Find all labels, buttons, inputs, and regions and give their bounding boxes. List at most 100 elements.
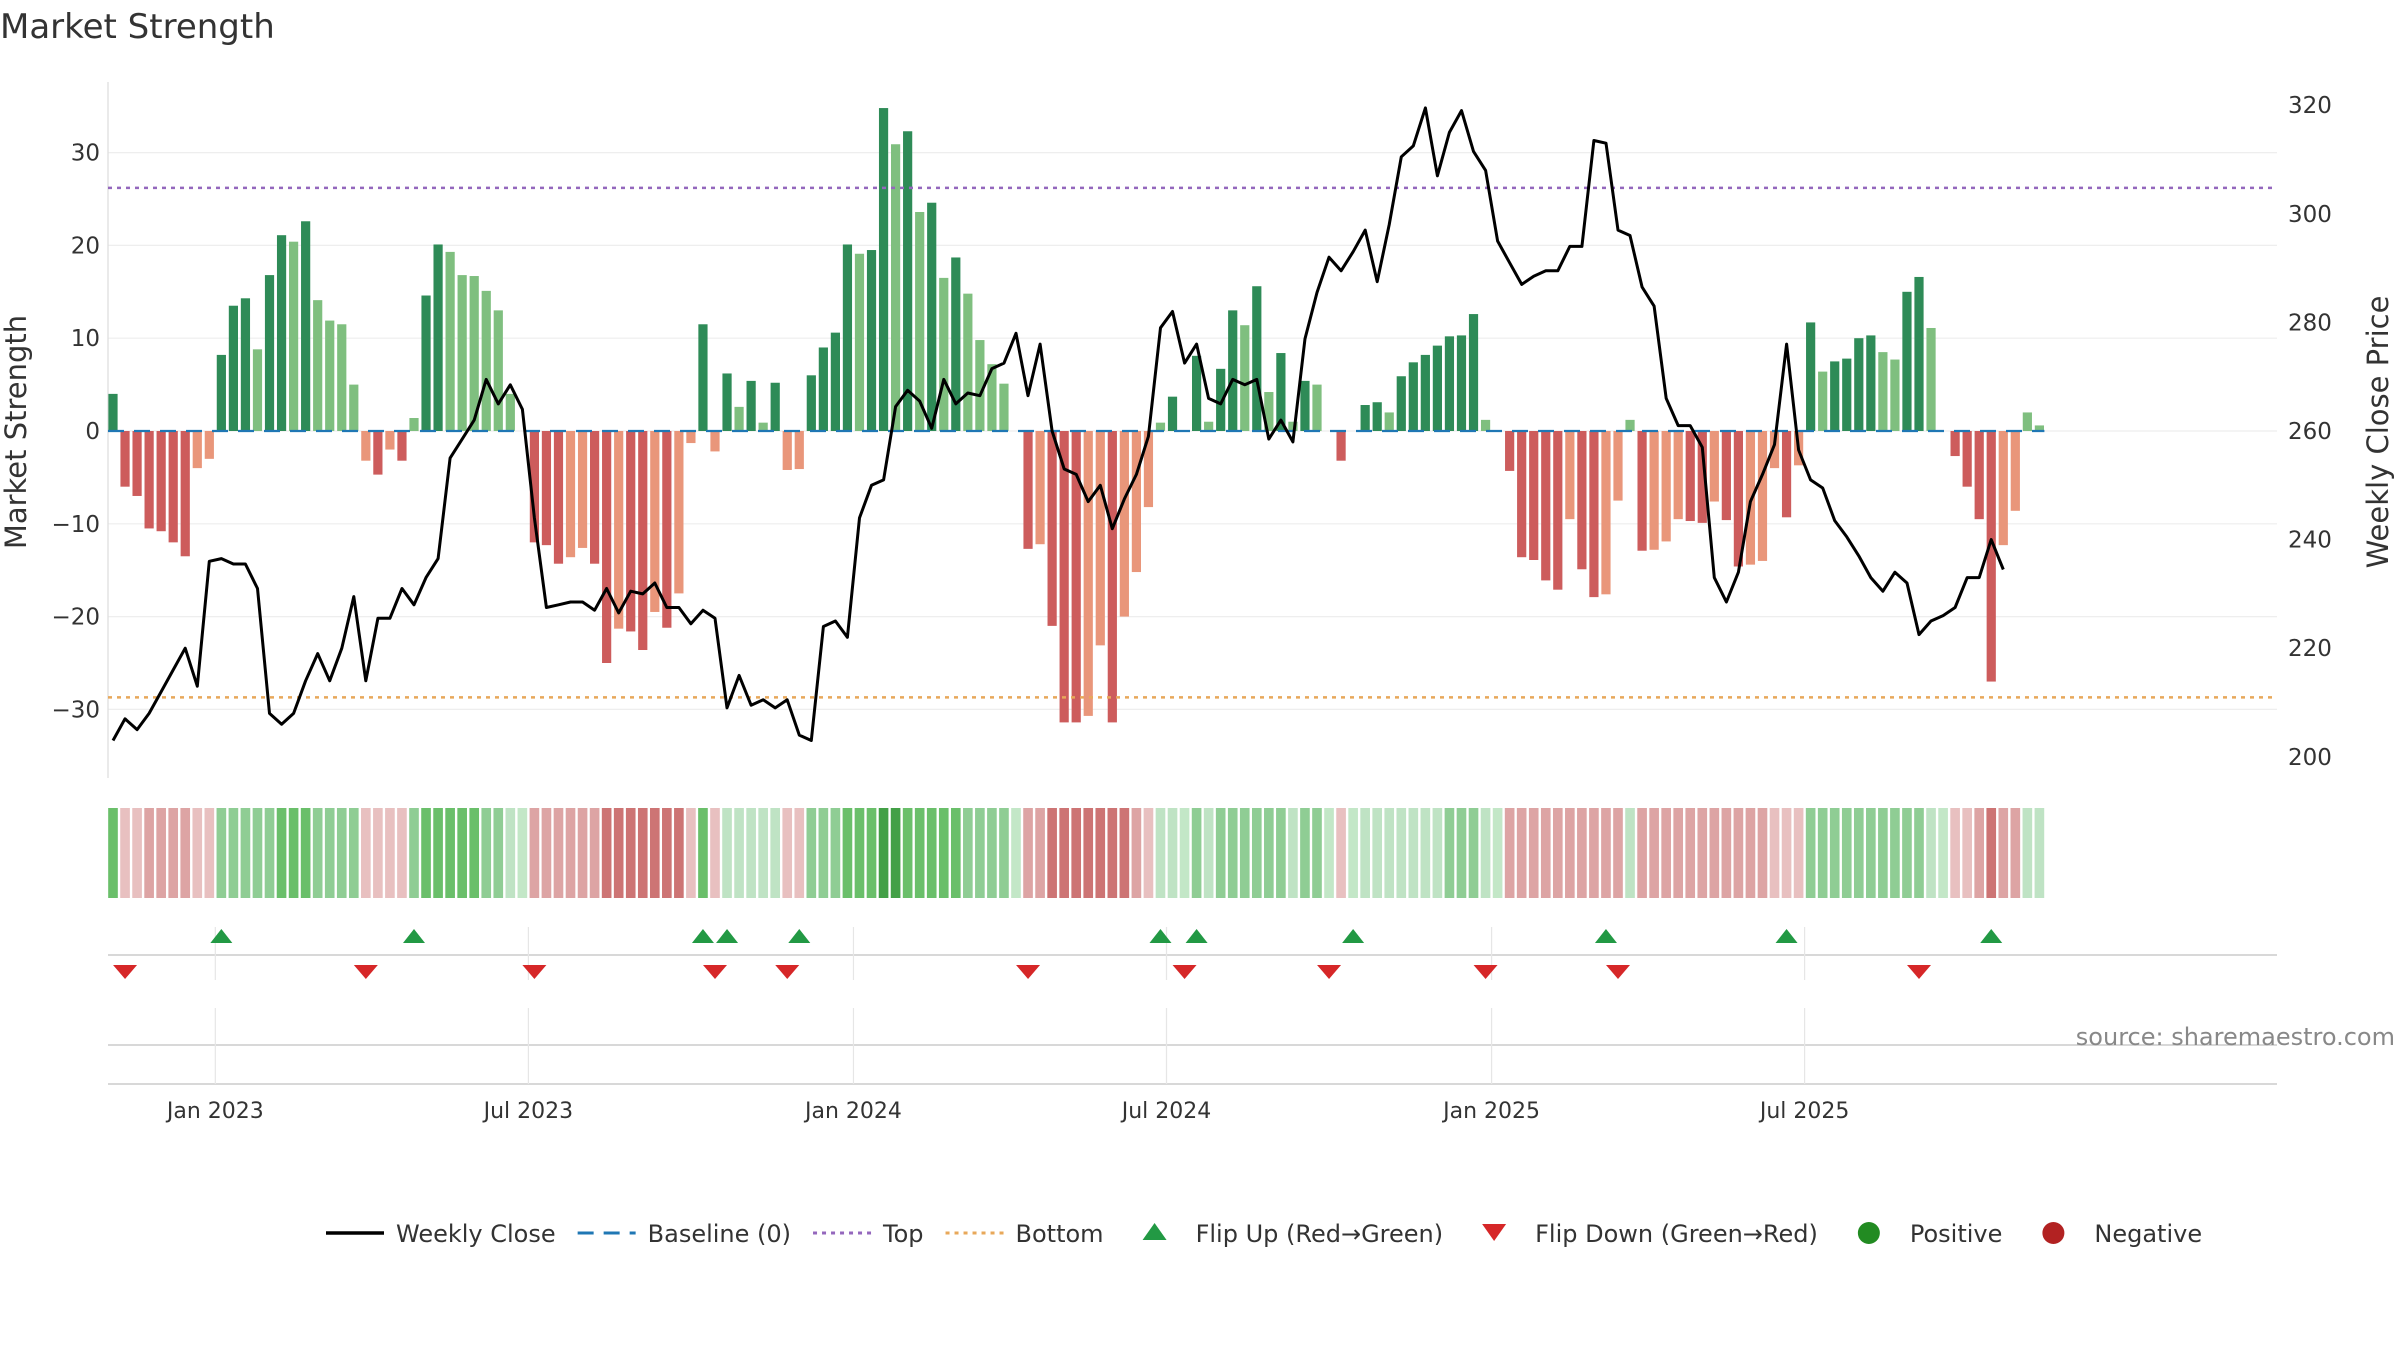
color-strip-cell xyxy=(1468,808,1479,898)
legend-label: Baseline (0) xyxy=(648,1220,791,1248)
strength-bar xyxy=(1384,412,1394,431)
strength-bar xyxy=(1661,431,1671,542)
strength-bar xyxy=(349,384,359,431)
y-tick-label: 30 xyxy=(71,141,100,167)
strength-bar xyxy=(1505,431,1515,471)
color-strip-cell xyxy=(1492,808,1503,898)
strength-bar xyxy=(975,340,985,431)
flip-down-marker xyxy=(775,965,800,979)
color-strip-cell xyxy=(1673,808,1684,898)
gridlines xyxy=(107,82,2277,778)
color-strip-cell xyxy=(1817,808,1828,898)
price-series xyxy=(111,106,2005,742)
color-strip-cell xyxy=(854,808,865,898)
color-strip-cell xyxy=(1360,808,1370,898)
strength-bar xyxy=(1866,335,1876,431)
legend-item: Weekly Close xyxy=(326,1220,556,1248)
strength-bar xyxy=(1601,431,1611,595)
strength-bar xyxy=(1974,431,1984,520)
color-strip-cell xyxy=(1528,808,1539,898)
color-strip-cell xyxy=(926,808,937,898)
color-strip-cell xyxy=(722,808,732,898)
color-strip-cell xyxy=(1348,808,1358,898)
color-strip-cell xyxy=(1203,808,1214,898)
strength-bar xyxy=(939,277,949,431)
color-strip-cell xyxy=(770,808,781,898)
color-strip-cell xyxy=(674,808,684,898)
strength-bar xyxy=(1252,286,1262,431)
color-strip-cell xyxy=(1396,808,1407,898)
color-strip-cell xyxy=(1372,808,1383,898)
color-strip-cell xyxy=(1215,808,1226,898)
flip-up-marker xyxy=(403,929,425,943)
strength-bar xyxy=(1372,402,1382,431)
color-strip-cell xyxy=(1577,808,1587,898)
legend-swatch xyxy=(1482,1224,1507,1241)
strength-bar xyxy=(662,431,672,628)
strength-bar xyxy=(927,202,937,431)
flip-down-marker xyxy=(1016,965,1041,979)
color-strip-cell xyxy=(746,808,756,898)
color-strip-cell xyxy=(830,808,841,898)
color-strip-cell xyxy=(1962,808,1972,898)
color-strip-cell xyxy=(1649,808,1659,898)
strength-bar xyxy=(1998,431,2008,546)
strength-bar xyxy=(818,347,828,431)
color-strip-cell xyxy=(312,808,323,898)
strength-bar xyxy=(144,431,154,529)
color-strip-cell xyxy=(2034,808,2045,898)
color-strip-cell xyxy=(1745,808,1756,898)
color-strip-cell xyxy=(577,808,588,898)
strength-bar xyxy=(1288,421,1298,431)
color-strip-cell xyxy=(373,808,383,898)
strength-bar xyxy=(1456,335,1467,431)
legend-item: Flip Up (Red→Green) xyxy=(1142,1220,1443,1248)
color-strip-cell xyxy=(1866,808,1876,898)
color-strip-cell xyxy=(1661,808,1671,898)
color-strip-cell xyxy=(662,808,672,898)
color-strip-cell xyxy=(1986,808,1997,898)
color-strip-cell xyxy=(1625,808,1635,898)
color-strip-cell xyxy=(734,808,744,898)
strength-bar xyxy=(204,431,214,459)
color-strip-cell xyxy=(1480,808,1491,898)
color-strip-cell xyxy=(710,808,720,898)
x-axis: Jan 2023 Jul 2023 Jan 2024 Jul 2024 Jan 2025… xyxy=(108,1008,2277,1124)
color-strip-cell xyxy=(625,808,636,898)
color-strip-cell xyxy=(264,808,275,898)
color-strip-cell xyxy=(1998,808,2009,898)
strength-bar xyxy=(289,241,299,431)
strength-bar xyxy=(264,275,275,431)
weekly-close-line xyxy=(111,106,2005,742)
color-strip-cell xyxy=(2022,808,2033,898)
strength-bar xyxy=(1745,431,1756,565)
color-strip-cell xyxy=(156,808,166,898)
strength-bar xyxy=(385,431,395,450)
strength-bar xyxy=(1264,392,1274,431)
strength-bar xyxy=(1420,354,1430,431)
color-strip-cell xyxy=(649,808,660,898)
strength-bar xyxy=(1167,396,1178,431)
x-tick-label: Jul 2023 xyxy=(482,1099,574,1124)
y2-tick-label: 200 xyxy=(2288,745,2332,771)
color-strip-cell xyxy=(1300,808,1310,898)
color-strip-cell xyxy=(1757,808,1768,898)
strength-bar xyxy=(854,253,865,431)
color-strip-cell xyxy=(144,808,154,898)
legend-item: Negative xyxy=(2042,1220,2202,1248)
legend-item: Baseline (0) xyxy=(577,1220,791,1248)
color-strip-cell xyxy=(950,808,961,898)
y-tick-label: 20 xyxy=(71,233,100,259)
color-strip-cell xyxy=(686,808,696,898)
strength-bar xyxy=(638,431,648,651)
color-strip-cell xyxy=(1239,808,1250,898)
flip-up-marker xyxy=(1149,929,1172,943)
flip-up-marker xyxy=(716,929,739,943)
strength-bar xyxy=(1649,431,1659,550)
color-strip-cell xyxy=(975,808,985,898)
strength-bar xyxy=(1565,431,1575,520)
x-tick-label: Jan 2024 xyxy=(803,1099,902,1124)
strength-bar xyxy=(1577,431,1587,570)
strength-bar xyxy=(782,431,792,470)
left-axis-label: Market Strength xyxy=(0,315,33,549)
